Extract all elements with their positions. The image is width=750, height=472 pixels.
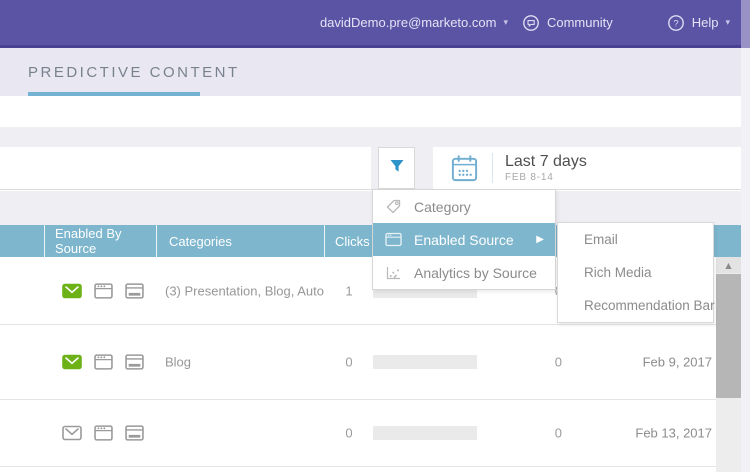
scatter-chart-icon [385, 265, 402, 281]
recommendation-bar-icon [125, 425, 144, 441]
clicks-cell: 0 [345, 354, 353, 370]
window-icon [385, 232, 402, 247]
community-label: Community [546, 15, 613, 30]
enabled-source-icons [62, 354, 144, 370]
submenu-item-rich-media[interactable]: Rich Media [584, 265, 652, 280]
metric-bar [373, 426, 477, 440]
top-navigation-bar: davidDemo.pre@marketo.com ▾ Community ? … [0, 0, 750, 48]
email-icon [62, 425, 82, 441]
date-range-detail: FEB 8-14 [505, 172, 554, 183]
rich-media-icon [94, 425, 113, 441]
date-cell: Feb 13, 2017 [635, 425, 712, 441]
header-clicks[interactable]: Clicks [335, 233, 370, 249]
recommendation-bar-icon [125, 282, 144, 299]
date-range-label: Last 7 days [505, 153, 587, 170]
window-edge [741, 48, 750, 472]
chevron-down-icon: ▾ [503, 18, 508, 28]
submenu-item-recommendation-bar[interactable]: Recommendation Bar [584, 298, 715, 313]
filter-dropdown-menu: Category Enabled Source ▶ Analytics by S… [372, 189, 556, 290]
account-menu[interactable]: davidDemo.pre@marketo.com ▾ [320, 15, 508, 30]
menu-item-enabled-source[interactable]: Enabled Source ▶ [373, 223, 555, 256]
help-label: Help [691, 15, 719, 30]
enabled-source-icons [62, 282, 144, 299]
calendar-icon [449, 153, 480, 184]
filter-button[interactable] [378, 147, 415, 189]
funnel-icon [388, 157, 406, 180]
enabled-source-submenu: Email Rich Media Recommendation Bar [557, 222, 715, 323]
enabled-source-icons [62, 425, 144, 441]
chevron-down-icon: ▾ [725, 18, 730, 28]
menu-item-label: Analytics by Source [414, 264, 537, 281]
clicks-cell: 1 [345, 283, 353, 298]
categories-cell: (3) Presentation, Blog, Auto [165, 283, 324, 298]
menu-item-label: Category [414, 198, 471, 215]
spacer-band [0, 96, 750, 127]
header-categories[interactable]: Categories [157, 225, 325, 257]
tab-predictive-content[interactable]: PREDICTIVE CONTENT [28, 64, 240, 81]
menu-item-label: Enabled Source [414, 231, 514, 248]
nav-band: PREDICTIVE CONTENT [0, 48, 750, 96]
toolbar: Last 7 days FEB 8-14 [0, 147, 750, 190]
table-row[interactable]: 0 0 Feb 13, 2017 [0, 400, 750, 467]
account-email: davidDemo.pre@marketo.com [319, 15, 497, 30]
rich-media-icon [94, 282, 113, 299]
scrollbar-thumb[interactable] [716, 274, 741, 398]
metric-bar [373, 355, 477, 369]
submenu-item-email[interactable]: Email [584, 232, 618, 247]
speech-bubble-icon [522, 14, 540, 32]
email-icon [62, 354, 82, 370]
count-cell: 0 [554, 425, 562, 441]
divider [492, 153, 493, 183]
community-link[interactable]: Community [522, 14, 613, 32]
tag-icon [385, 198, 402, 215]
rich-media-icon [94, 354, 113, 370]
help-menu[interactable]: ? Help ▾ [667, 14, 730, 32]
svg-text:?: ? [673, 18, 678, 29]
count-cell: 0 [554, 354, 562, 370]
date-range-picker[interactable]: Last 7 days FEB 8-14 [433, 147, 741, 189]
table-row[interactable]: Blog 0 0 Feb 9, 2017 [0, 325, 750, 400]
date-cell: Feb 9, 2017 [642, 354, 712, 370]
menu-item-analytics-by-source[interactable]: Analytics by Source [373, 256, 555, 289]
clicks-cell: 0 [345, 425, 353, 441]
window-edge [741, 0, 750, 48]
menu-item-category[interactable]: Category [373, 190, 555, 223]
active-tab-underline [28, 92, 200, 96]
scroll-up-icon: ▲ [725, 260, 732, 270]
question-circle-icon: ? [667, 14, 685, 32]
date-range-text: Last 7 days FEB 8-14 [505, 153, 587, 183]
categories-cell: Blog [165, 354, 192, 370]
header-select-column [0, 225, 45, 257]
table-scrollbar[interactable]: ▲ [716, 257, 741, 472]
submenu-arrow-icon: ▶ [536, 234, 544, 245]
spacer-band [0, 127, 750, 147]
scroll-up-button[interactable]: ▲ [716, 257, 741, 273]
recommendation-bar-icon [125, 354, 144, 370]
header-enabled-by-source[interactable]: Enabled By Source [45, 225, 157, 257]
email-icon [62, 283, 82, 299]
